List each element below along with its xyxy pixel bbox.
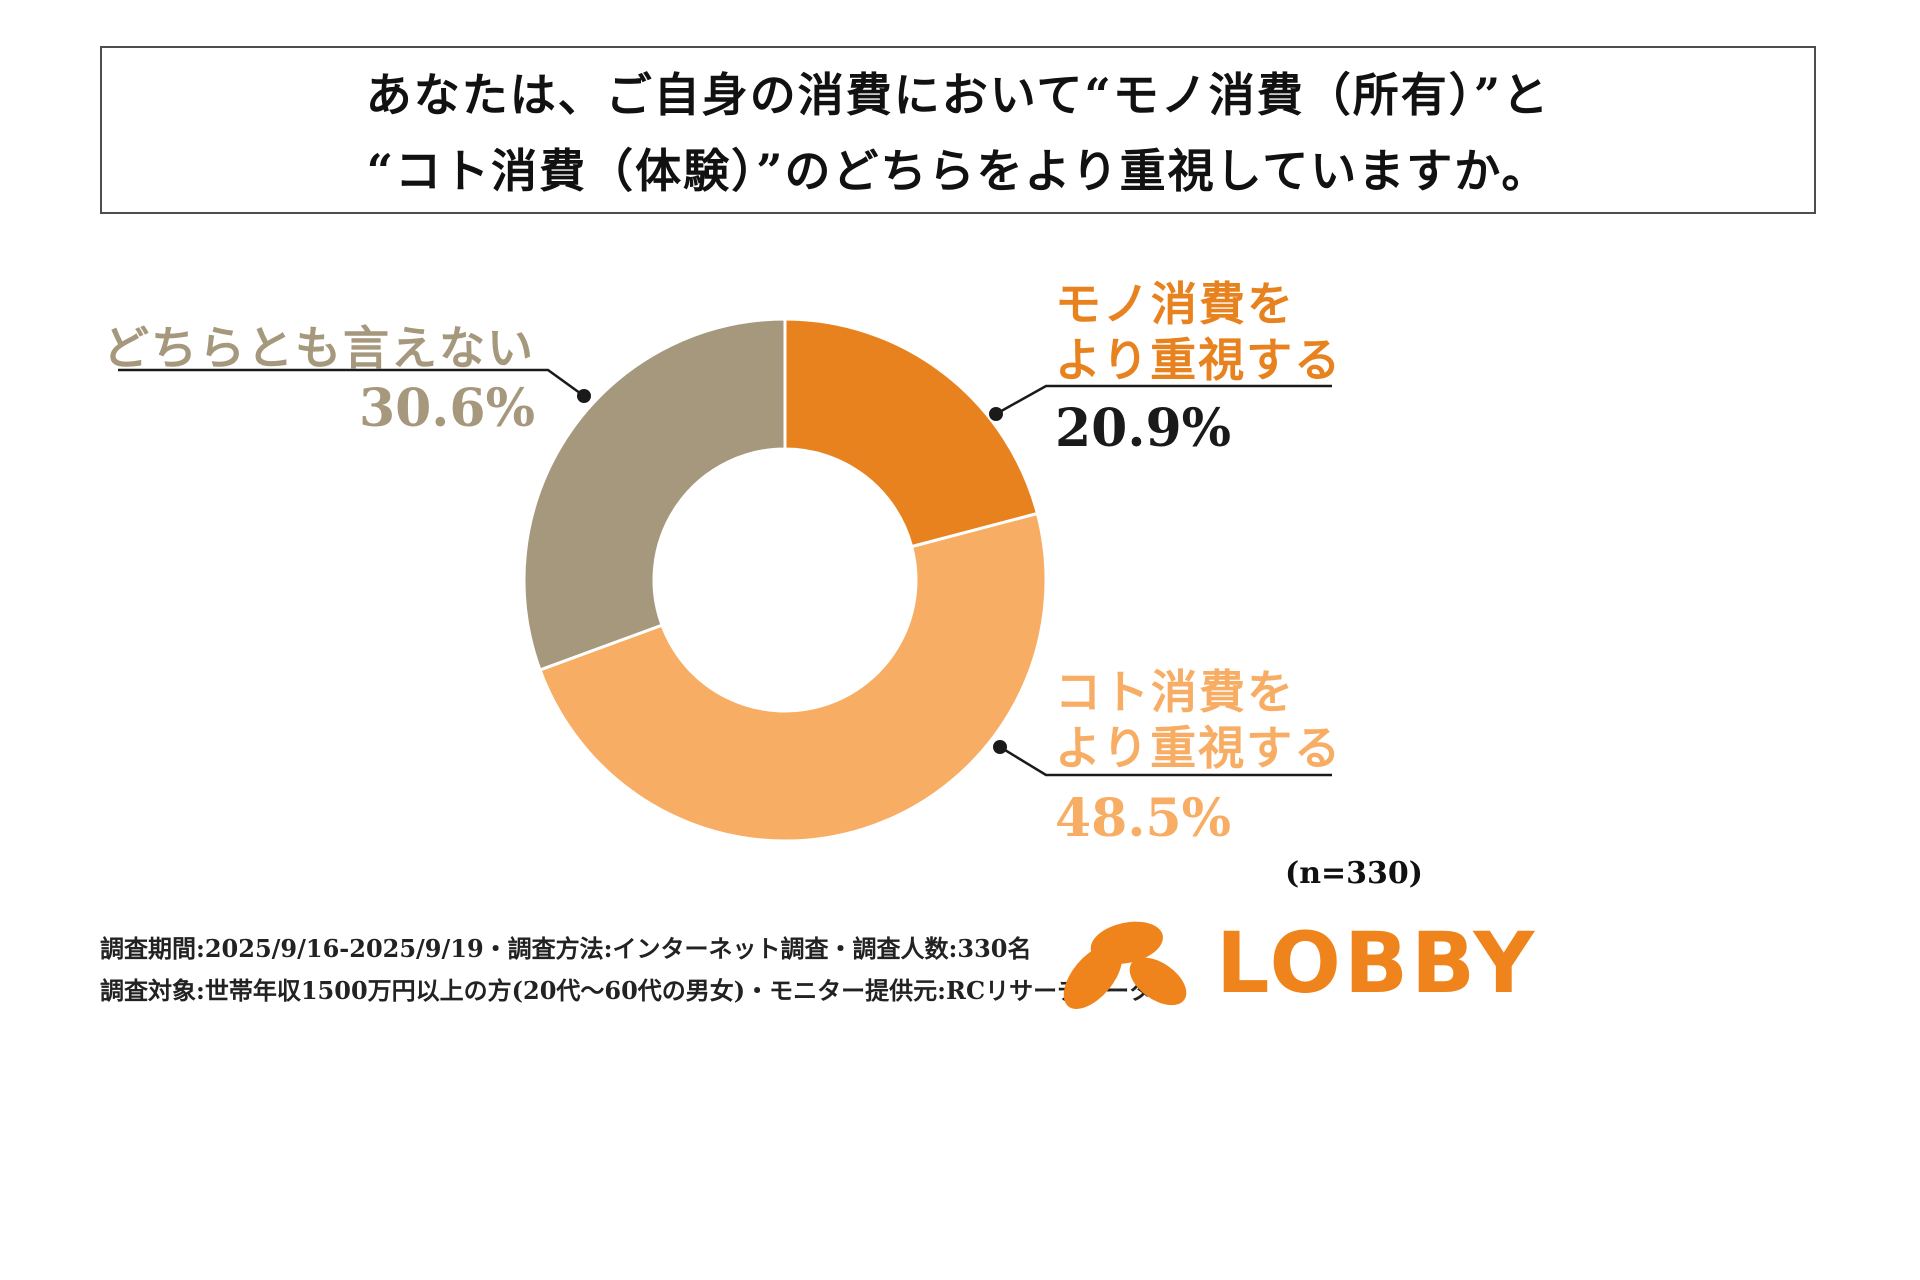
donut-chart	[522, 317, 1048, 843]
label-koto-line-1: コト消費を	[1055, 665, 1295, 719]
title-line-2: “コト消費（体験）”のどちらをより重視していますか。	[366, 144, 1550, 198]
label-mono-line-1: モノ消費を	[1055, 277, 1295, 331]
donut-segment	[522, 317, 787, 672]
donut-segment	[783, 317, 1040, 549]
footnote-line-1: 調査期間:2025/9/16-2025/9/19・調査方法:インターネット調査・…	[100, 934, 1032, 963]
label-koto-line-2: より重視する	[1055, 721, 1343, 776]
donut-segment	[538, 511, 1048, 843]
lobby-flower-icon	[1063, 921, 1187, 1009]
title-line-1: あなたは、ご自身の消費において“モノ消費（所有）”と	[365, 68, 1551, 122]
sample-size-note: (n=330)	[1285, 856, 1423, 891]
label-neutral-pct: 30.6%	[358, 378, 535, 439]
title-box: あなたは、ご自身の消費において“モノ消費（所有）”と “コト消費（体験）”のどち…	[100, 46, 1816, 214]
label-mono: モノ消費を より重視する	[1055, 276, 1342, 388]
donut-segments	[522, 317, 1048, 843]
label-mono-pct: 20.9%	[1055, 398, 1232, 459]
label-neutral: どちらとも言えない	[103, 321, 535, 375]
footnote-line-2: 調査対象:世帯年収1500万円以上の方(20代〜60代の男女)・モニター提供元:…	[100, 976, 1154, 1005]
footnote: 調査期間:2025/9/16-2025/9/19・調査方法:インターネット調査・…	[100, 928, 1153, 1012]
label-koto-pct: 48.5%	[1055, 788, 1232, 849]
label-mono-line-2: より重視する	[1055, 333, 1343, 388]
lobby-logo: LOBBY	[1050, 908, 1537, 1018]
lobby-logo-text: LOBBY	[1216, 914, 1538, 1012]
label-koto: コト消費を より重視する	[1055, 664, 1342, 776]
